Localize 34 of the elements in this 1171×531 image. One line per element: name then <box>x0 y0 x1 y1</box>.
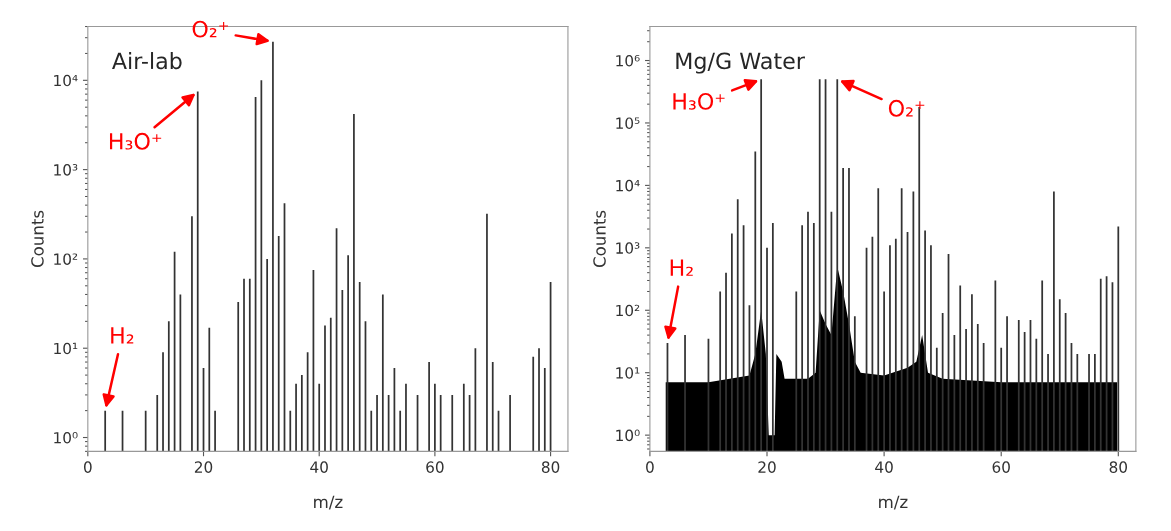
y-tick-label: 10¹ <box>616 367 640 379</box>
y-tick-label: 10² <box>616 304 640 317</box>
y-tick-label: 10⁵ <box>616 117 640 129</box>
x-tick-label: 60 <box>992 461 1010 473</box>
x-tick-label: 80 <box>1109 461 1128 473</box>
x-tick-label: 20 <box>758 461 776 473</box>
x-tick-label: 0 <box>83 461 92 473</box>
y-tick-label: 10¹ <box>54 342 78 355</box>
x-tick-label: 20 <box>194 461 213 473</box>
y-axis-title: Counts <box>31 210 44 268</box>
x-axis-title: m/z <box>314 495 343 510</box>
x-tick-label: 40 <box>310 461 328 473</box>
y-axis-title: Counts <box>593 210 606 268</box>
annotation: O₂⁺ <box>888 99 925 117</box>
y-tick-label: 10⁴ <box>54 74 78 87</box>
y-tick-label: 10³ <box>54 164 78 176</box>
y-tick-label: 10⁰ <box>54 431 78 444</box>
y-tick-label: 10⁴ <box>616 179 640 192</box>
annotation: O₂⁺ <box>192 20 228 38</box>
y-tick-label: 10² <box>54 253 78 265</box>
x-tick-label: 80 <box>541 461 560 473</box>
x-tick-label: 40 <box>875 461 893 473</box>
x-tick-label: 0 <box>646 461 654 473</box>
annotation: H₂ <box>670 259 693 276</box>
text: Air-lab <box>112 52 182 70</box>
annotation: H₃O⁺ <box>673 92 725 110</box>
y-tick-label: 10⁰ <box>616 429 640 442</box>
annotation: H₃O⁺ <box>109 132 162 150</box>
annotation: H₂ <box>111 327 134 344</box>
text: Mg/G Water <box>676 52 805 74</box>
x-tick-label: 60 <box>426 461 444 473</box>
x-axis-title: m/z <box>879 495 908 510</box>
y-tick-label: 10⁶ <box>616 54 640 67</box>
y-tick-label: 10³ <box>616 242 640 254</box>
